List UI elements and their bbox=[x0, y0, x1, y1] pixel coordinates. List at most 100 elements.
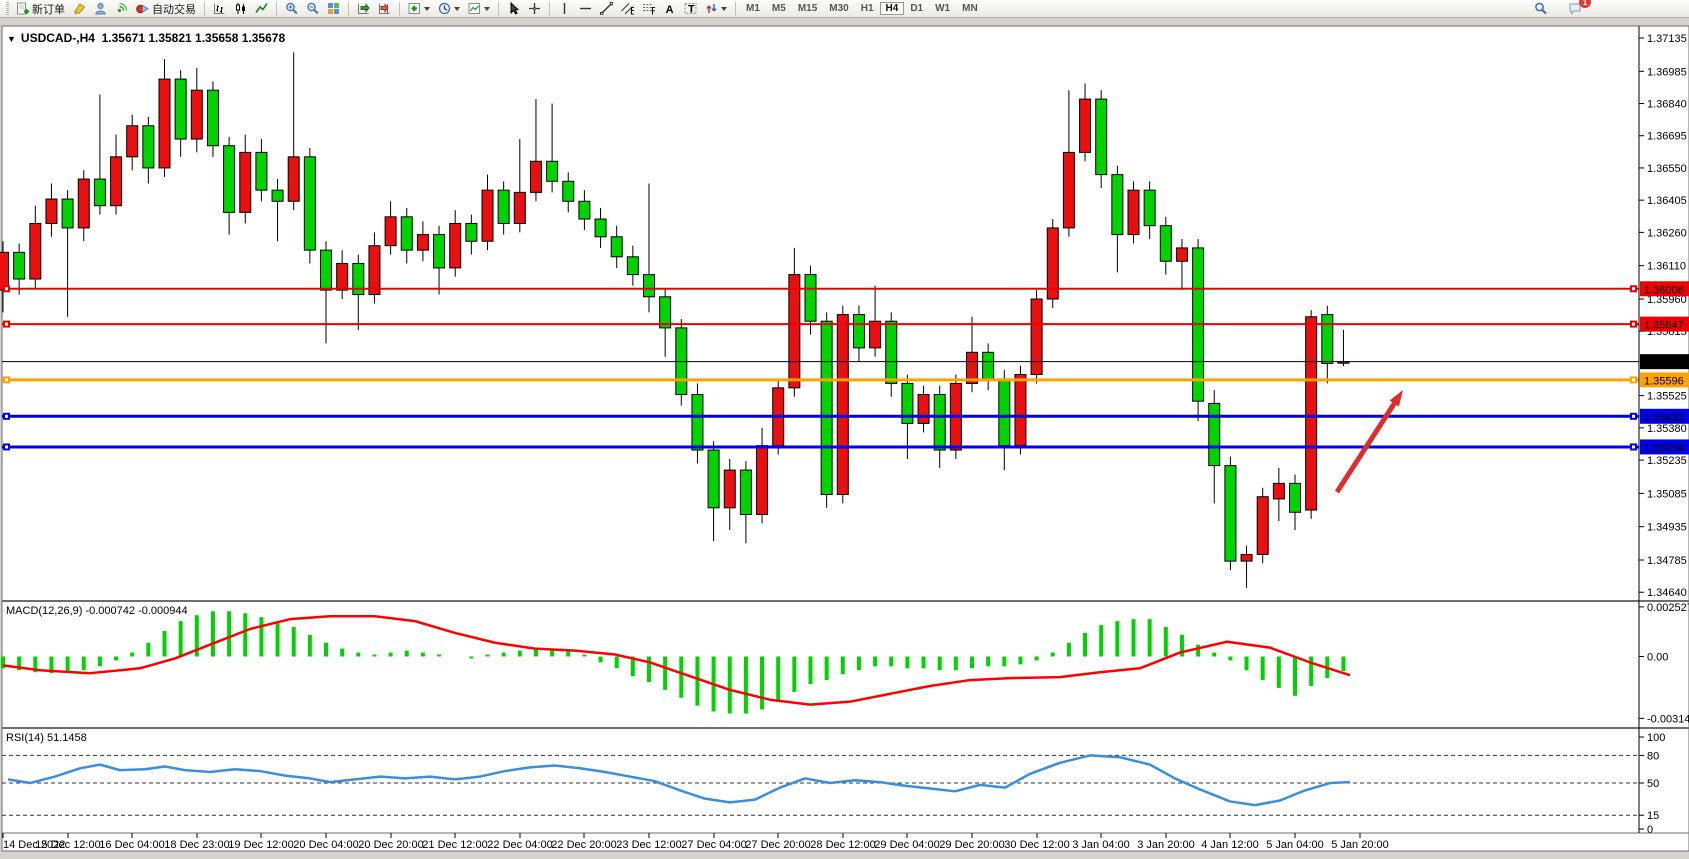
candlestick-bear bbox=[998, 378, 1011, 447]
svg-text:A: A bbox=[666, 4, 674, 15]
candlestick-bull bbox=[1127, 189, 1140, 236]
chart-symbol-title[interactable]: ▼ USDCAD-,H4 1.35671 1.35821 1.35658 1.35… bbox=[7, 31, 285, 45]
dropdown-caret-icon[interactable] bbox=[721, 6, 727, 11]
candlestick-bull bbox=[513, 191, 526, 224]
price-tick-label: 1.36405 bbox=[1647, 195, 1687, 207]
candlestick-bear bbox=[594, 218, 607, 238]
candlestick-bull bbox=[1014, 374, 1027, 447]
arrowsobj-icon bbox=[706, 4, 717, 13]
bar-chart-button[interactable] bbox=[210, 1, 229, 17]
macd-tick-label: 0.00 bbox=[1647, 651, 1668, 663]
candlestick-bull bbox=[1046, 227, 1059, 300]
candlestick-bear bbox=[465, 222, 478, 242]
candlestick-bear bbox=[1289, 482, 1301, 513]
candlestick-bull bbox=[190, 89, 203, 140]
time-tick-label: 20 Dec 20:00 bbox=[358, 839, 423, 851]
candlestick-bear bbox=[1111, 174, 1124, 236]
chart-shift-button[interactable] bbox=[375, 1, 394, 17]
price-tick-label: 1.36550 bbox=[1647, 163, 1687, 175]
autoscroll-icon bbox=[358, 3, 370, 14]
vertical-line-button[interactable] bbox=[555, 1, 574, 17]
timeframe-h4-button[interactable]: H4 bbox=[879, 2, 905, 15]
tile-windows-button[interactable] bbox=[324, 1, 343, 17]
text-button[interactable]: A bbox=[660, 1, 679, 17]
candlestick-bull bbox=[1272, 482, 1285, 500]
candlestick-bull bbox=[110, 156, 123, 207]
resistance-line-2-handle-center bbox=[1632, 322, 1635, 326]
crosshair-button[interactable] bbox=[525, 1, 544, 17]
trend-arrow[interactable] bbox=[1334, 398, 1399, 494]
time-tick-label: 18 Dec 23:00 bbox=[164, 839, 229, 851]
time-tick-label: 21 Dec 12:00 bbox=[422, 839, 487, 851]
svg-text:T: T bbox=[688, 3, 695, 15]
profile-button[interactable] bbox=[91, 1, 110, 17]
cursor-button[interactable] bbox=[504, 1, 523, 17]
styler-button[interactable] bbox=[70, 1, 89, 17]
new-order-button[interactable]: 新订单 bbox=[13, 1, 68, 17]
horizontal-line-button[interactable] bbox=[576, 1, 595, 17]
support-line-1-price-label bbox=[1640, 408, 1689, 424]
time-tick-label: 27 Dec 20:00 bbox=[745, 839, 810, 851]
candlestick-bull bbox=[1256, 496, 1269, 555]
timeframe-mn-button[interactable]: MN bbox=[962, 3, 978, 14]
candlestick-bear bbox=[352, 262, 365, 296]
timeframe-m5-button[interactable]: M5 bbox=[771, 3, 786, 14]
candlestick-bear bbox=[578, 200, 591, 220]
pane-separator[interactable] bbox=[2, 727, 1689, 729]
shift-icon bbox=[379, 2, 390, 14]
chart-menu-caret[interactable]: ▼ bbox=[7, 34, 16, 44]
equidistant-channel-button[interactable]: E bbox=[618, 1, 637, 17]
candlestick-bear bbox=[1208, 402, 1221, 467]
candlestick-bear bbox=[1224, 465, 1237, 562]
text-label-button[interactable]: T bbox=[681, 1, 700, 17]
candlestick-bear bbox=[1321, 314, 1334, 364]
zoom-out-button[interactable] bbox=[303, 1, 322, 17]
fibonacci-button[interactable]: F bbox=[639, 1, 658, 17]
timeframe-d1-button[interactable]: D1 bbox=[910, 3, 924, 14]
line-chart-button[interactable] bbox=[252, 1, 271, 17]
indicators-button[interactable] bbox=[405, 1, 433, 17]
auto-trading-button-label: 自动交易 bbox=[152, 3, 196, 16]
candlestick-bull bbox=[1175, 247, 1188, 262]
timeframe-w1-button[interactable]: W1 bbox=[935, 3, 951, 14]
new-order-button-label: 新订单 bbox=[32, 3, 65, 16]
toolbar-separator bbox=[498, 1, 499, 16]
timeframe-m1-button[interactable]: M1 bbox=[746, 3, 760, 14]
dropdown-caret-icon[interactable] bbox=[454, 6, 460, 11]
zoom-in-button[interactable] bbox=[282, 1, 301, 17]
arrows-button[interactable] bbox=[702, 1, 730, 17]
trendline-button[interactable] bbox=[597, 1, 616, 17]
dropdown-caret-icon[interactable] bbox=[424, 6, 430, 11]
signals-button[interactable] bbox=[112, 1, 131, 17]
support-line-2-handle-center bbox=[5, 445, 8, 449]
templates-button[interactable] bbox=[465, 1, 493, 17]
notifications-button[interactable]: 1 bbox=[1565, 0, 1591, 17]
dropdown-caret-icon[interactable] bbox=[484, 6, 490, 11]
rsi-line bbox=[7, 754, 1351, 807]
timeframe-m15-button[interactable]: M15 bbox=[797, 3, 818, 14]
candlestick-bull bbox=[836, 314, 849, 495]
candlestick-chart-button[interactable] bbox=[231, 1, 250, 17]
toolbar-separator bbox=[735, 1, 736, 16]
candlestick-bull bbox=[756, 445, 769, 515]
candlestick-bear bbox=[626, 256, 639, 276]
price-tick-label: 1.34935 bbox=[1647, 522, 1687, 534]
current-price-line-price-label bbox=[1640, 354, 1689, 370]
candlestick-bear bbox=[223, 145, 236, 213]
candlestick-bull bbox=[966, 351, 978, 384]
trend-arrow-head[interactable] bbox=[1389, 390, 1403, 407]
pane-separator[interactable] bbox=[2, 600, 1689, 602]
pivot-line-handle-center bbox=[5, 378, 8, 382]
candlestick-bull bbox=[336, 262, 349, 291]
periods-button[interactable] bbox=[435, 1, 463, 17]
timeframe-m30-button[interactable]: M30 bbox=[829, 3, 849, 14]
macd-tick-label: -0.003149 bbox=[1647, 713, 1689, 725]
search-button[interactable] bbox=[1531, 1, 1550, 17]
auto-trading-button[interactable]: 自动交易 bbox=[133, 1, 199, 17]
timeframe-h1-button[interactable]: H1 bbox=[860, 3, 874, 14]
toolbar-separator bbox=[276, 1, 277, 16]
auto-scroll-button[interactable] bbox=[354, 1, 373, 17]
candlestick-bear bbox=[271, 189, 284, 202]
svg-text:F: F bbox=[651, 6, 655, 16]
